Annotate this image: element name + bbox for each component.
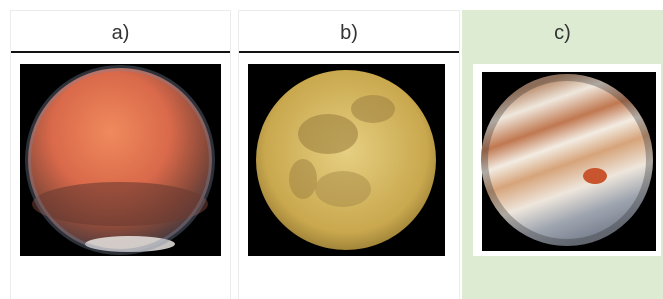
option-card[interactable]: b): [238, 10, 460, 299]
mars-image: [20, 64, 221, 256]
moon-image: [248, 64, 445, 256]
jupiter-image: [473, 64, 661, 256]
option-card[interactable]: a): [10, 10, 231, 299]
option-label: c): [463, 11, 662, 53]
option-list: a) b): [0, 0, 663, 299]
option-card[interactable]: c): [462, 10, 663, 299]
option-label: b): [239, 11, 459, 53]
option-label: a): [11, 11, 230, 53]
